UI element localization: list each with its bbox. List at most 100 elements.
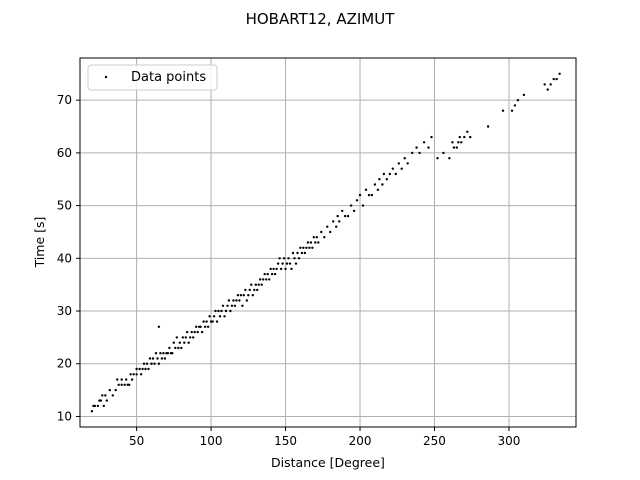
data-point [543, 83, 546, 86]
data-point [272, 267, 275, 271]
data-point [358, 193, 362, 197]
data-point [156, 357, 159, 360]
data-point [217, 309, 220, 313]
data-point [227, 299, 231, 302]
data-point [116, 378, 119, 381]
data-point [147, 367, 150, 371]
data-point [406, 162, 409, 165]
data-point [436, 157, 439, 160]
data-point [400, 167, 403, 170]
data-point [177, 346, 180, 350]
data-point [314, 241, 317, 244]
data-point [320, 230, 323, 234]
data-point [370, 193, 374, 197]
data-point [381, 183, 384, 186]
data-point [195, 325, 198, 328]
data-point [442, 151, 445, 155]
data-point [229, 309, 232, 313]
data-point [273, 272, 277, 276]
data-point [241, 304, 244, 307]
data-point [101, 394, 104, 397]
data-point [501, 109, 505, 112]
data-point [287, 257, 290, 260]
data-point [297, 257, 301, 260]
data-point [352, 209, 356, 213]
data-point [346, 214, 350, 218]
data-point [148, 357, 152, 360]
data-point [411, 151, 414, 155]
data-point [220, 309, 223, 313]
data-point [93, 404, 97, 408]
data-point [552, 77, 555, 81]
data-point [343, 214, 347, 218]
data-point [190, 330, 193, 334]
data-point [171, 352, 174, 355]
data-point [418, 151, 421, 155]
data-point [455, 146, 458, 149]
data-point [276, 262, 280, 265]
data-point [282, 257, 286, 260]
data-point [430, 135, 433, 139]
data-point [460, 141, 463, 144]
data-point [184, 336, 187, 339]
x-axis-label: Distance [Degree] [271, 455, 385, 470]
data-point [187, 341, 190, 344]
data-point [510, 109, 514, 112]
data-point [157, 362, 161, 365]
data-point [247, 294, 250, 297]
data-point [329, 230, 332, 234]
x-tick-label: 200 [349, 434, 372, 448]
x-tick-label: 250 [423, 434, 446, 448]
data-point [262, 278, 265, 281]
data-point [193, 330, 196, 334]
data-point [388, 172, 391, 176]
data-point [555, 77, 558, 81]
data-point [335, 225, 338, 228]
data-point [466, 130, 469, 133]
data-point [451, 141, 454, 144]
data-point [308, 246, 311, 249]
data-point [114, 388, 117, 392]
data-point [139, 373, 143, 376]
data-point [214, 309, 217, 313]
x-tick-label: 300 [498, 434, 521, 448]
data-point [142, 362, 146, 365]
data-point [296, 251, 299, 255]
data-point [168, 346, 171, 350]
data-point [300, 251, 304, 255]
data-point [96, 404, 100, 408]
data-point [223, 315, 226, 318]
data-point [364, 188, 368, 191]
data-point [238, 299, 241, 302]
data-point [376, 188, 380, 191]
axis-ticks: 50 100 150 200 250 300 10 20 30 40 50 60 70 [57, 93, 521, 448]
data-point [323, 236, 326, 239]
y-tick-label: 60 [57, 146, 72, 160]
data-point [281, 262, 284, 265]
data-point [291, 251, 295, 255]
data-point [111, 394, 115, 397]
data-point [254, 283, 257, 286]
data-point [558, 72, 561, 76]
data-point [105, 399, 109, 402]
data-point [224, 309, 228, 313]
data-point [125, 378, 128, 381]
data-point [302, 246, 305, 249]
data-point [132, 373, 135, 376]
data-point [463, 135, 466, 139]
data-point [248, 288, 251, 292]
y-tick-label: 50 [57, 199, 72, 213]
data-point [174, 346, 177, 350]
data-point [215, 320, 219, 323]
x-tick-label: 100 [200, 434, 223, 448]
data-point [226, 304, 229, 307]
data-point [332, 220, 335, 223]
data-point [144, 367, 147, 371]
y-axis-label: Time [s] [32, 217, 47, 269]
data-point [427, 146, 430, 149]
data-point [196, 330, 199, 334]
legend-marker [104, 75, 108, 79]
y-tick-label: 70 [57, 93, 72, 107]
data-point [183, 341, 186, 344]
data-point [312, 236, 315, 239]
